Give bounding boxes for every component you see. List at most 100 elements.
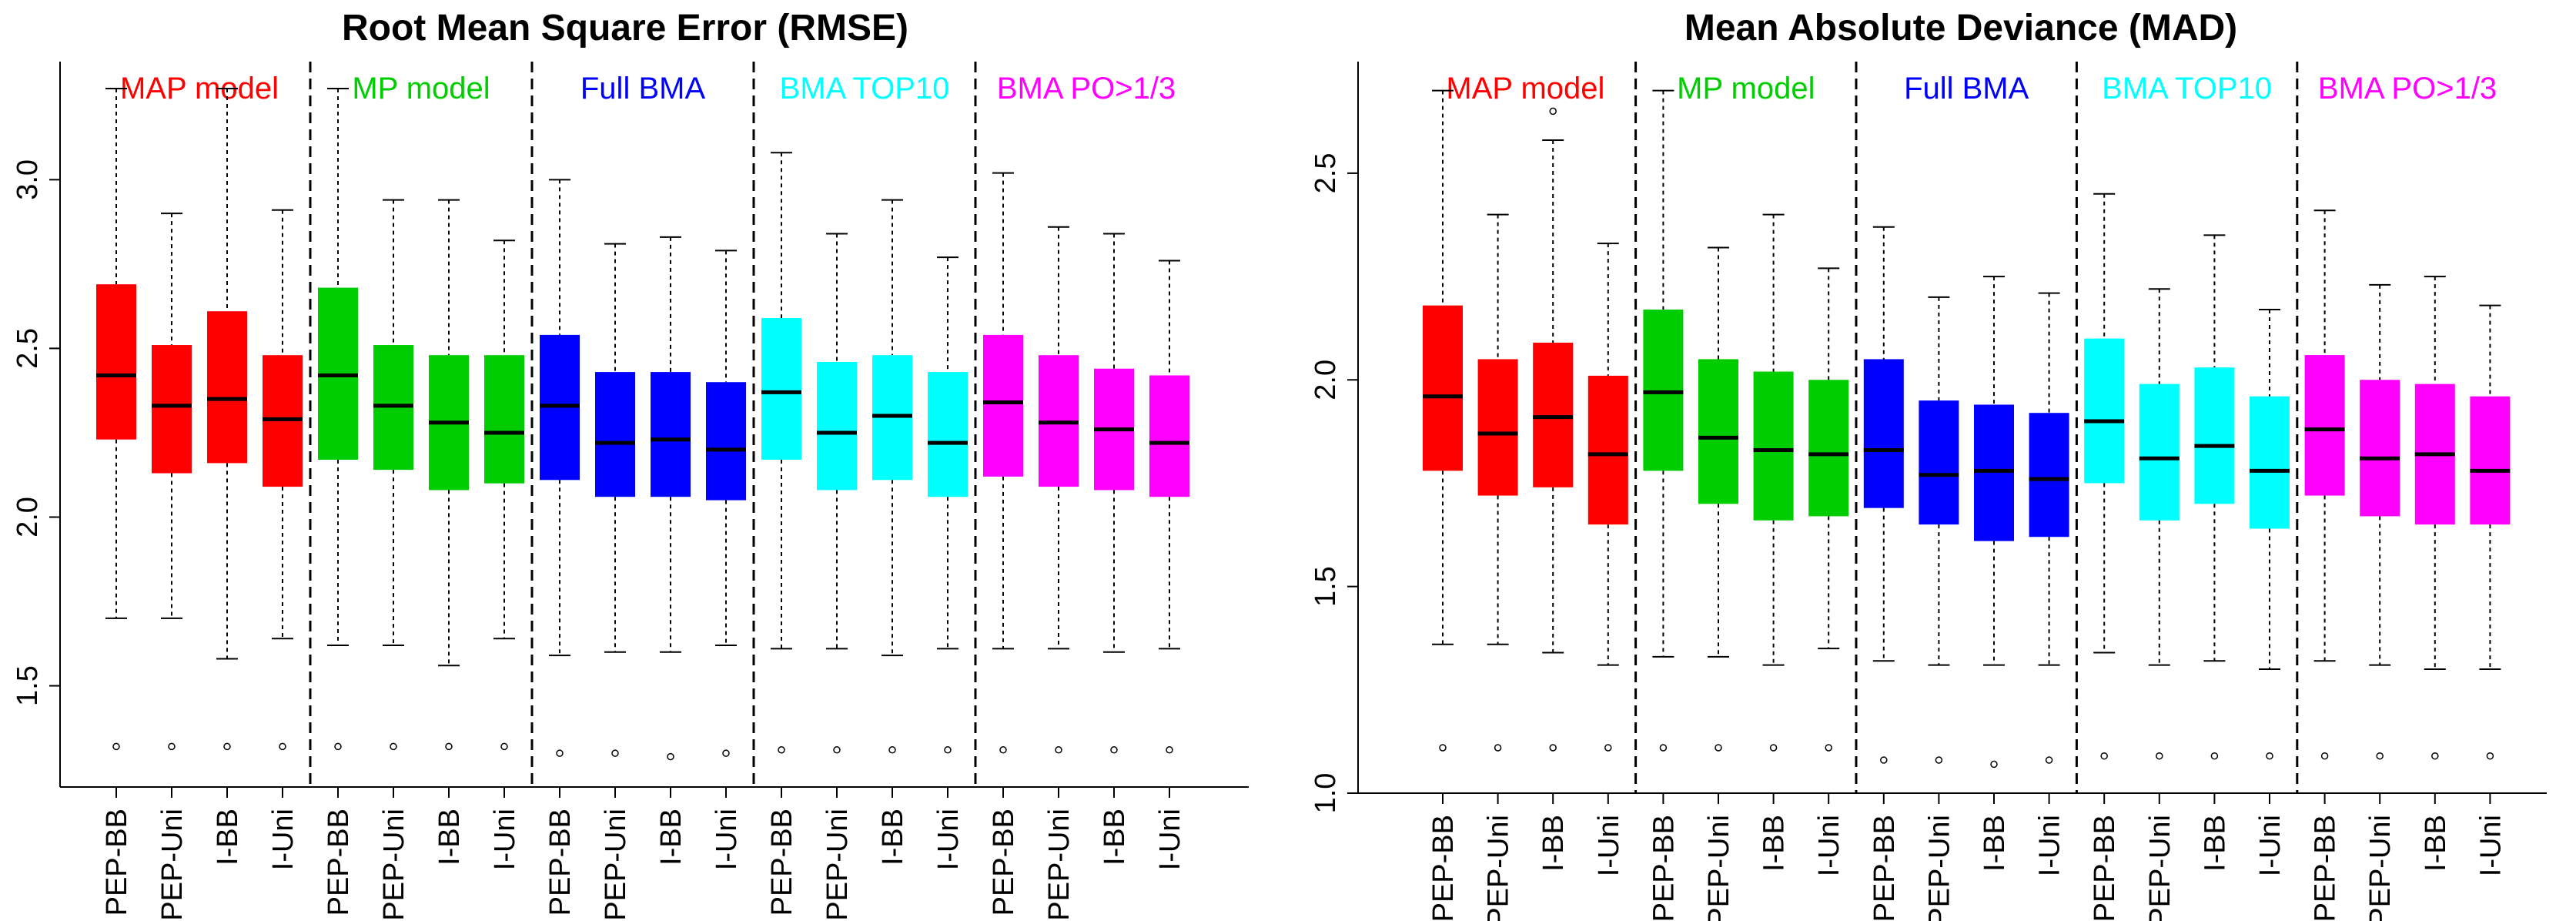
box-body: [1643, 310, 1684, 471]
box-10: [595, 243, 635, 757]
outlier-point: [2156, 752, 2163, 760]
outlier-point: [1166, 746, 1173, 754]
x-tick-label: PEP-BB: [1648, 815, 1680, 921]
x-tick-label: PEP-Uni: [1703, 815, 1735, 921]
outlier-point: [334, 742, 342, 751]
x-tick-label: I-Uni: [1593, 815, 1625, 876]
outlier-point: [611, 749, 619, 757]
chart-title: Root Mean Square Error (RMSE): [342, 8, 908, 49]
box-17: [2304, 209, 2345, 760]
box-body: [484, 355, 524, 484]
box-body: [761, 317, 801, 460]
group-label-bma-po-1-3: BMA PO>1/3: [2318, 72, 2497, 105]
x-tick-label: PEP-BB: [1868, 815, 1901, 921]
box-1: [1423, 89, 1463, 752]
x-tick-label: I-Uni: [711, 809, 743, 870]
outlier-point: [2431, 752, 2439, 760]
x-tick-label: I-Uni: [2254, 815, 2287, 876]
x-tick-label: I-BB: [433, 809, 466, 866]
x-tick-label: PEP-Uni: [378, 809, 410, 921]
x-tick-label: I-BB: [2199, 815, 2231, 872]
box-14: [817, 233, 857, 754]
x-tick-label: I-Uni: [2474, 815, 2507, 876]
box-body: [1919, 400, 1959, 525]
outlier-point: [2210, 752, 2219, 760]
x-tick-label: I-Uni: [932, 809, 965, 870]
box-body: [1974, 404, 2014, 541]
outlier-point: [1604, 744, 1612, 752]
box-11: [1974, 276, 2014, 769]
x-tick-label: I-BB: [1758, 815, 1791, 872]
box-19: [2414, 276, 2455, 760]
box-body: [2139, 383, 2180, 521]
box-10: [1919, 296, 1959, 764]
x-tick-label: PEP-BB: [2089, 815, 2121, 921]
x-tick-label: PEP-Uni: [600, 809, 632, 921]
outlier-point: [2320, 752, 2329, 760]
outlier-point: [722, 749, 730, 757]
outlier-point: [1549, 107, 1557, 116]
outlier-point: [944, 746, 952, 754]
outlier-point: [112, 742, 120, 751]
group-label-bma-top10: BMA TOP10: [2102, 72, 2272, 105]
outlier-point: [2486, 752, 2494, 760]
chart-panel-2: Mean Absolute Deviance (MAD) 1.0 1.5 2.0 2.5…: [1310, 8, 2547, 921]
box-body: [706, 382, 746, 501]
box-body: [595, 372, 635, 497]
outlier-point: [279, 742, 286, 751]
box-body: [983, 334, 1023, 477]
x-tick-label: PEP-BB: [988, 809, 1020, 916]
outlier-point: [888, 746, 896, 754]
outlier-point: [1825, 744, 1832, 752]
y-tick-label: 2.5: [1310, 153, 1342, 194]
box-body: [2470, 396, 2511, 525]
box-body: [1423, 305, 1463, 471]
y-tick-label: 2.0: [12, 497, 44, 538]
x-tick-label: I-BB: [2420, 815, 2452, 872]
y-tick-label: 1.5: [1310, 566, 1342, 607]
x-tick-label: PEP-Uni: [2144, 815, 2176, 921]
box-7: [1753, 213, 1794, 752]
x-tick-label: PEP-Uni: [1483, 815, 1515, 921]
group-label-map-model: MAP model: [120, 72, 279, 105]
box-5: [1643, 89, 1684, 752]
box-4: [263, 209, 303, 751]
box-body: [1533, 342, 1574, 487]
outlier-point: [1715, 744, 1722, 752]
outlier-point: [1055, 746, 1062, 754]
box-4: [1587, 243, 1628, 752]
group-label-full-bma: Full BMA: [1904, 72, 2029, 105]
box-18: [2360, 283, 2400, 760]
box-12: [706, 250, 746, 757]
box-8: [484, 239, 524, 751]
x-tick-label: PEP-BB: [766, 809, 798, 916]
outlier-point: [1494, 744, 1502, 752]
y-tick-label: 2.0: [1310, 360, 1342, 400]
group-label-bma-top10: BMA TOP10: [780, 72, 950, 105]
outlier-point: [1659, 744, 1668, 752]
x-tick-label: PEP-Uni: [821, 809, 854, 921]
box-20: [2470, 304, 2511, 760]
outlier-point: [2376, 752, 2384, 760]
x-tick-label: I-Uni: [267, 809, 299, 870]
group-label-map-model: MAP model: [1446, 72, 1604, 105]
outlier-point: [168, 742, 176, 751]
y-tick-label: 3.0: [12, 159, 44, 200]
box-2: [1477, 213, 1518, 752]
x-tick-label: I-Uni: [1813, 815, 1845, 876]
box-body: [2304, 355, 2345, 496]
x-tick-label: PEP-BB: [323, 809, 355, 916]
outlier-point: [999, 746, 1007, 754]
group-label-full-bma: Full BMA: [580, 72, 706, 105]
x-tick-label: PEP-BB: [1427, 815, 1460, 921]
box-15: [2194, 234, 2235, 760]
outlier-point: [667, 752, 674, 761]
x-tick-label: I-BB: [655, 809, 687, 866]
box-body: [2084, 338, 2125, 484]
outlier-point: [2266, 752, 2273, 760]
outlier-point: [1990, 760, 1998, 769]
x-tick-label: I-BB: [1099, 809, 1131, 866]
x-tick-label: I-Uni: [1154, 809, 1186, 870]
box-body: [1698, 359, 1738, 504]
group-label-mp-model: MP model: [352, 72, 490, 105]
